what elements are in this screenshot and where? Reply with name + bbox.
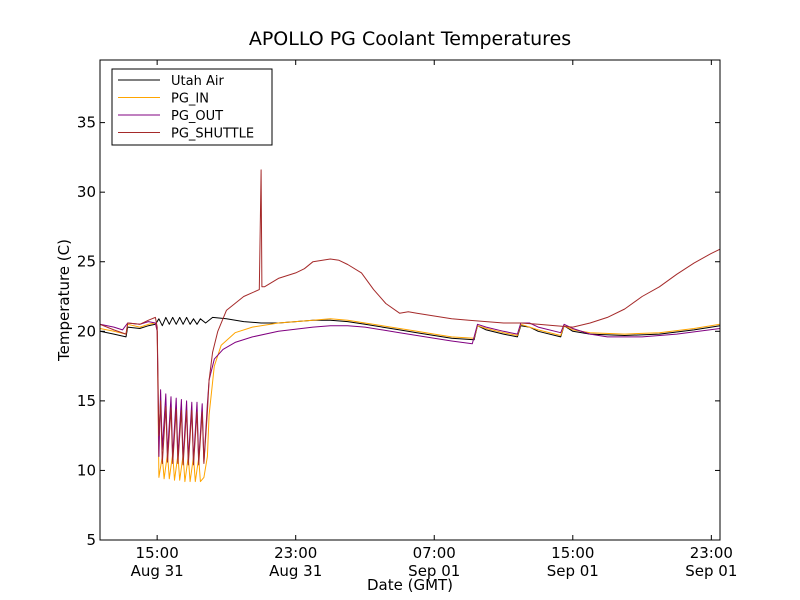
y-tick-label: 20: [77, 322, 96, 340]
y-tick-label: 30: [77, 183, 96, 201]
y-tick-label: 25: [77, 253, 96, 271]
x-tick-label-date: Aug 31: [131, 562, 184, 580]
x-axis-label: Date (GMT): [367, 576, 453, 594]
series-line-pg-shuttle: [100, 169, 720, 466]
x-tick-label-time: 23:00: [690, 544, 733, 562]
x-tick-label-time: 15:00: [136, 544, 179, 562]
legend-label-pg-shuttle: PG_SHUTTLE: [171, 127, 254, 142]
x-tick-label-date: Aug 31: [269, 562, 322, 580]
y-tick-label: 5: [86, 531, 96, 549]
legend-label-pg-in: PG_IN: [171, 92, 209, 107]
y-tick-label: 35: [77, 114, 96, 132]
x-tick-label-date: Sep 01: [408, 562, 460, 580]
x-tick-label-time: 15:00: [551, 544, 594, 562]
chart-title: APOLLO PG Coolant Temperatures: [249, 28, 571, 50]
legend-label-pg-out: PG_OUT: [171, 109, 223, 124]
x-tick-label-date: Sep 01: [547, 562, 599, 580]
legend-label-utah-air: Utah Air: [171, 74, 224, 89]
y-axis-label: Temperature (C): [55, 239, 73, 362]
x-tick-label-date: Sep 01: [685, 562, 737, 580]
y-tick-label: 15: [77, 392, 96, 410]
y-tick-label: 10: [77, 461, 96, 479]
x-tick-label-time: 07:00: [413, 544, 456, 562]
y-axis-ticks: 5 10 15 20 25 30 35: [77, 114, 720, 549]
x-tick-label-time: 23:00: [274, 544, 317, 562]
plot-frame: [99, 59, 721, 541]
legend: Utah Air PG_IN PG_OUT PG_SHUTTLE: [111, 68, 273, 146]
series-lines: [100, 169, 720, 483]
